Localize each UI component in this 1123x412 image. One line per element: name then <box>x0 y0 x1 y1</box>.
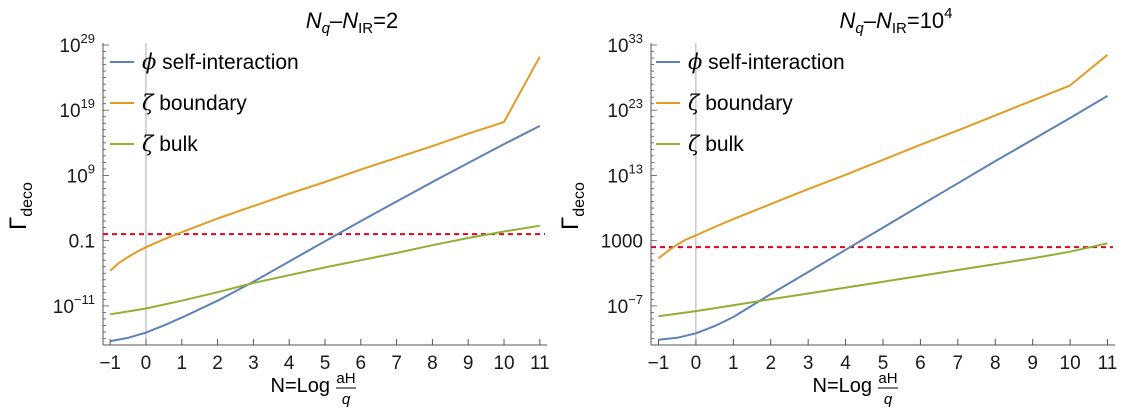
legend-label: ϕ self-interaction <box>688 50 845 74</box>
x-tick-label: 3 <box>248 353 259 374</box>
x-tick-label: 9 <box>1027 353 1038 374</box>
x-axis-label: N=Log aH q <box>271 370 356 408</box>
legend-label: ζ bulk <box>688 132 744 156</box>
y-tick-label: 1029 <box>59 31 95 57</box>
x-tick-label: 7 <box>953 353 964 374</box>
y-tick-label: 0.1 <box>69 232 95 253</box>
x-tick-label: 11 <box>530 353 550 374</box>
series-line-phi <box>110 125 541 343</box>
chart-panel-1: −1 0 1 2 3 4 5 6 7 8 9 10 11 1029 1019 109 0.1 10−11 ϕ sel… <box>5 8 550 408</box>
chart-title: Nq–NIR=2 <box>306 8 398 37</box>
y-tick-label: 1019 <box>59 96 95 122</box>
x-tick-label: −1 <box>648 353 670 374</box>
x-tick-label: 5 <box>878 353 889 374</box>
legend-label: ζ bulk <box>142 132 198 156</box>
y-axis-label: Γdeco <box>557 182 588 230</box>
y-tick-label: 10−7 <box>607 292 643 318</box>
x-tick-label: 6 <box>356 353 367 374</box>
y-tick-label: 109 <box>67 161 95 187</box>
x-axis-label-text: N=Log <box>813 375 873 397</box>
x-tick-label: 6 <box>915 353 926 374</box>
y-axis-label: Γdeco <box>5 182 36 230</box>
y-tick-label: 10−11 <box>53 292 95 318</box>
x-tick-label: 8 <box>990 353 1001 374</box>
fraction-numerator: aH <box>336 370 355 387</box>
series-line-zeta-bulk <box>110 224 540 316</box>
x-tick-label: 1 <box>728 353 739 374</box>
x-tick-label: 8 <box>427 353 438 374</box>
x-tick-label: 4 <box>840 353 851 374</box>
x-tick-label: 9 <box>463 353 474 374</box>
series-line-zeta-boundary <box>657 54 1109 260</box>
x-tick-label: 0 <box>141 353 152 374</box>
fraction-numerator: aH <box>878 370 897 387</box>
y-tick-label: 1000 <box>601 232 643 253</box>
x-tick-label: 4 <box>284 353 295 374</box>
y-tick-label: 1023 <box>607 96 643 122</box>
legend-label: ζ boundary <box>688 91 793 115</box>
series-line-phi <box>658 95 1109 341</box>
series-line-zeta-boundary <box>109 56 541 272</box>
x-axis-label: N=Log aH q <box>813 370 898 408</box>
x-tick-label: 3 <box>803 353 814 374</box>
x-axis-label-text: N=Log <box>271 375 331 397</box>
x-tick-label: 0 <box>691 353 702 374</box>
y-tick-label: 1033 <box>607 31 643 57</box>
x-tick-label: 2 <box>212 353 223 374</box>
x-tick-label: 5 <box>320 353 331 374</box>
legend-label: ϕ self-interaction <box>142 50 299 74</box>
chart-title: Nq–NIR=104 <box>839 5 952 37</box>
x-tick-label: 10 <box>1060 353 1081 374</box>
y-tick-label: 1013 <box>607 161 643 187</box>
series-line-zeta-bulk <box>658 242 1108 318</box>
x-tick-label: 11 <box>1098 353 1118 374</box>
chart-panel-2: −1 0 1 2 3 4 5 6 7 8 9 10 11 1033 1023 1013 1000 10−7 ϕ se… <box>557 5 1117 408</box>
legend-label: ζ boundary <box>142 91 247 115</box>
x-tick-label: 10 <box>493 353 514 374</box>
x-tick-label: 2 <box>765 353 776 374</box>
fraction-denominator: q <box>884 391 893 408</box>
x-tick-label: 1 <box>176 353 187 374</box>
fraction-denominator: q <box>342 391 351 408</box>
x-tick-label: 7 <box>391 353 402 374</box>
x-tick-label: −1 <box>99 353 121 374</box>
